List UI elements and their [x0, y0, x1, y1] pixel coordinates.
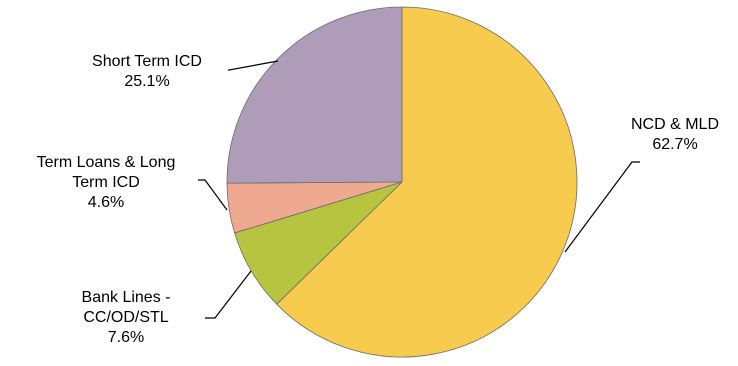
name-label-short-term-icd: Short Term ICD	[92, 53, 202, 70]
leader-line-term-loans-long-term-icd	[198, 179, 228, 211]
slice-ncd-mld	[276, 6, 578, 358]
slice-labels: NCD & MLD 62.7% Bank Lines - CC/OD/STL 7.6% T…	[37, 53, 719, 346]
value-label-bank-lines-cc-od-stl: 7.6%	[108, 329, 144, 346]
label-short-term-icd: Short Term ICD 25.1%	[92, 53, 202, 90]
leader-line-bank-lines-cc-od-stl	[205, 270, 252, 319]
value-label-short-term-icd: 25.1%	[124, 73, 169, 90]
label-bank-lines-cc-od-stl: Bank Lines - CC/OD/STL 7.6%	[82, 289, 171, 346]
value-label-ncd-mld: 62.7%	[652, 136, 697, 153]
label-term-loans-long-term-icd: Term Loans & Long Term ICD 4.6%	[37, 154, 176, 211]
label-ncd-mld: NCD & MLD 62.7%	[631, 116, 719, 153]
name-label-ncd-mld: NCD & MLD	[631, 116, 719, 133]
name-label-term-loans-long-term-icd: Term Loans & Long	[37, 154, 176, 171]
leader-lines	[198, 60, 640, 319]
name-label-term-loans-long-term-icd: Term ICD	[72, 174, 140, 191]
name-label-bank-lines-cc-od-stl: Bank Lines -	[82, 289, 171, 306]
pie-slices	[226, 6, 578, 358]
name-label-bank-lines-cc-od-stl: CC/OD/STL	[83, 309, 168, 326]
leader-line-ncd-mld	[564, 161, 640, 253]
slice-short-term-icd	[226, 6, 403, 184]
value-label-term-loans-long-term-icd: 4.6%	[88, 194, 124, 211]
leader-line-short-term-icd	[228, 60, 279, 71]
